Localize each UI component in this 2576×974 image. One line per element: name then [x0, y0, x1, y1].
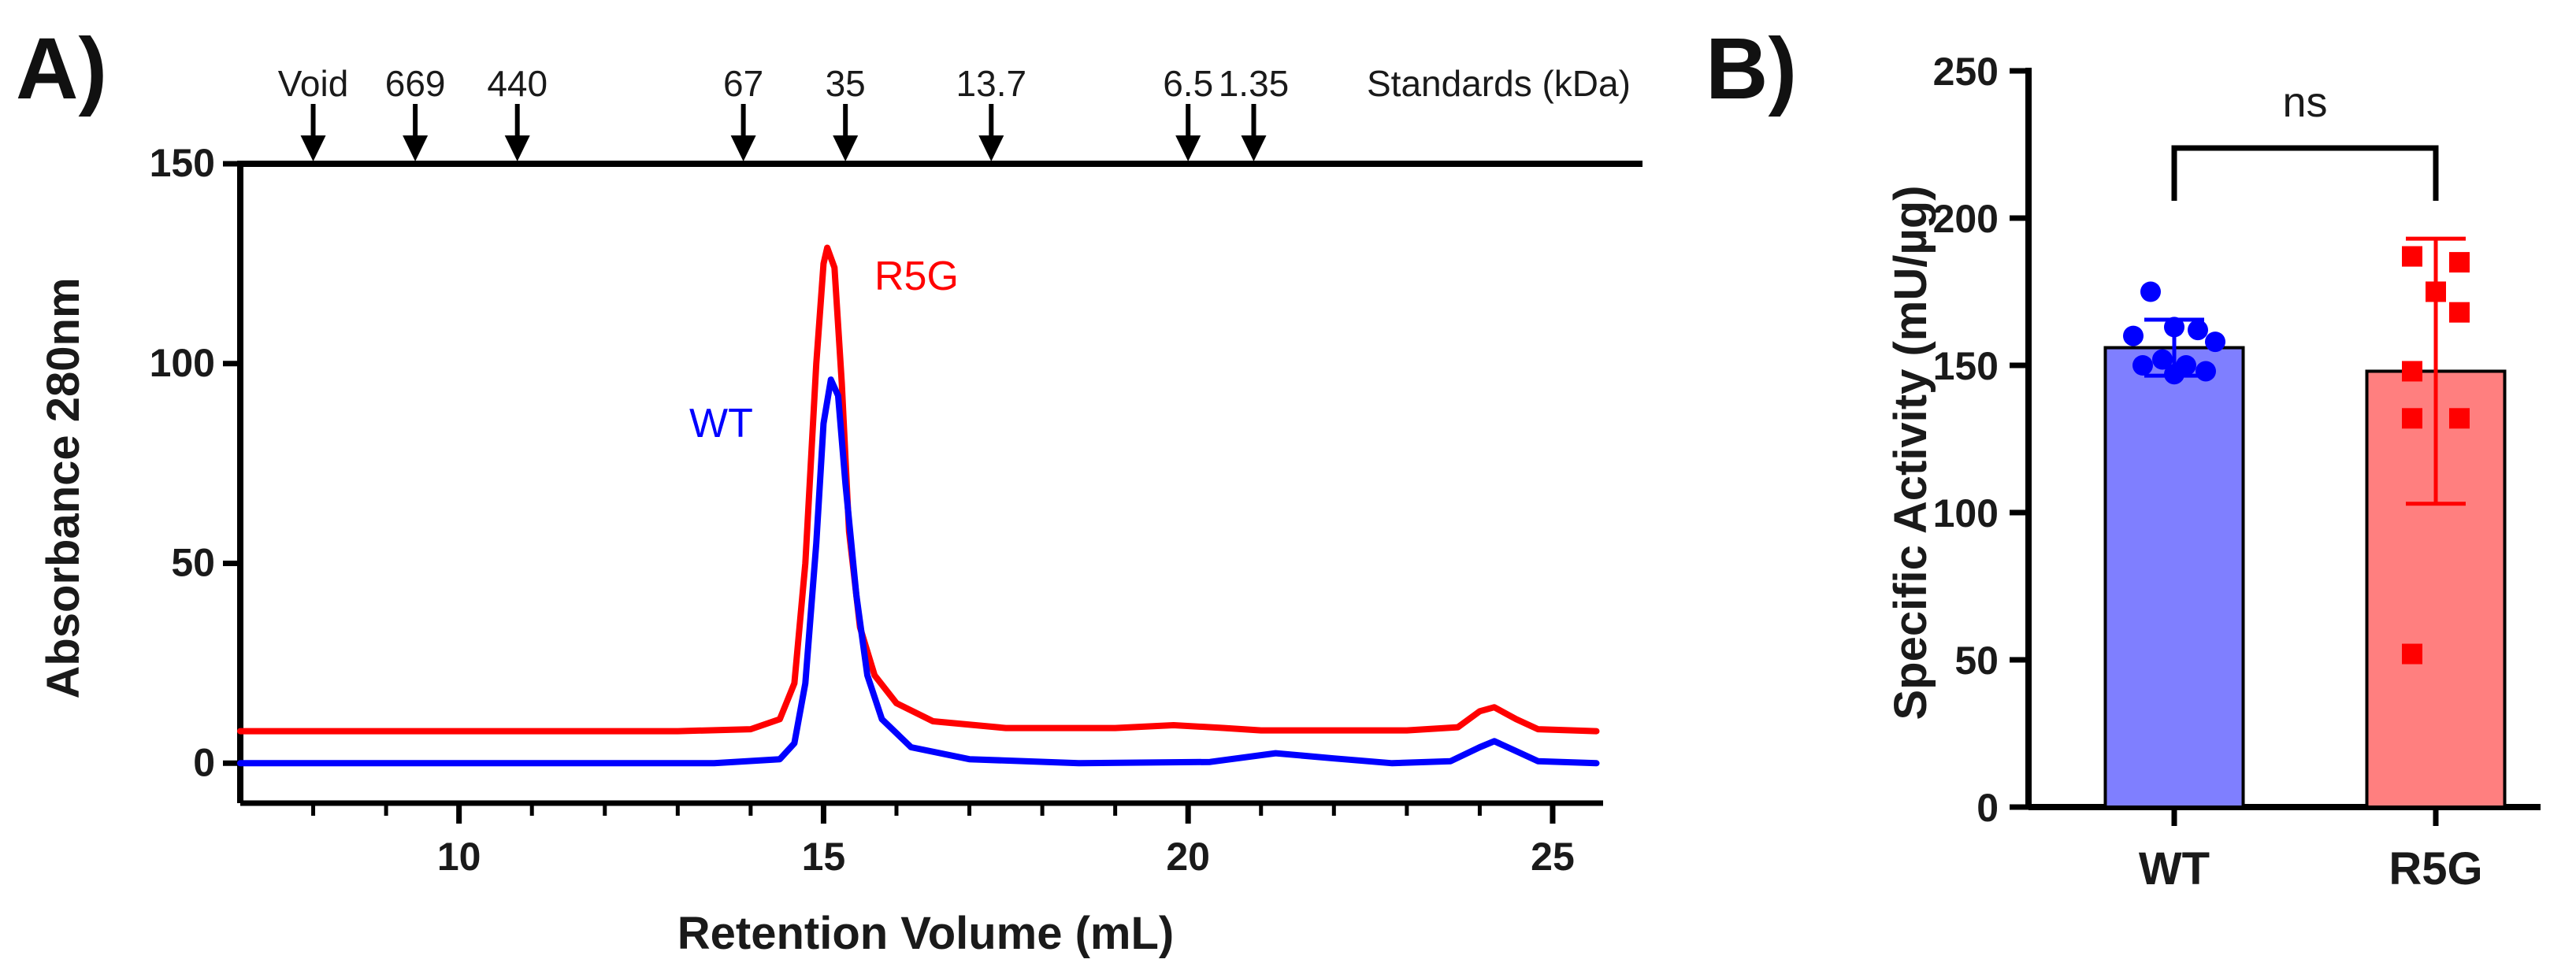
standard-arrow-head	[1175, 135, 1201, 161]
b-y-tick-label: 150	[1933, 344, 1999, 388]
standard-label: Void	[278, 63, 349, 104]
standards-axis-label: Standards (kDa)	[1367, 63, 1631, 104]
standard-label: 67	[723, 63, 763, 104]
point-r5g	[2426, 281, 2446, 302]
point-wt	[2132, 355, 2153, 376]
point-wt	[2140, 281, 2161, 302]
chromatogram-chart: 0 50 100 150 10 15 20 25 Void 669 440 67 35 13.7 6.5 1…	[38, 63, 1642, 959]
a-x-tick-label: 20	[1166, 835, 1210, 879]
bar-wt	[2103, 346, 2245, 809]
a-x-axis-title: Retention Volume (mL)	[677, 908, 1174, 959]
point-r5g	[2449, 408, 2470, 429]
standard-label: 13.7	[956, 63, 1027, 104]
series-line-wt	[237, 376, 1600, 767]
point-wt	[2188, 320, 2208, 341]
a-y-axis-title: Absorbance 280nm	[38, 277, 89, 698]
standard-label: 6.5	[1163, 63, 1213, 104]
point-wt	[2164, 317, 2184, 338]
b-x-tick-label: R5G	[2389, 843, 2482, 894]
a-y-tick-label: 100	[150, 341, 215, 385]
b-y-tick-label: 50	[1954, 639, 1999, 683]
a-x-tick-label: 25	[1531, 835, 1575, 879]
chromatogram-series	[237, 244, 1600, 767]
standard-label: 669	[385, 63, 446, 104]
standard-label: 35	[826, 63, 866, 104]
b-bars	[2103, 346, 2507, 809]
standard-arrow-head	[504, 135, 530, 161]
panel-b-label: B)	[1706, 20, 1797, 117]
point-r5g	[2402, 408, 2422, 429]
b-y-tick-label: 100	[1933, 491, 1999, 535]
standard-arrow-head	[1241, 135, 1267, 161]
significance-line	[2171, 145, 2439, 201]
point-wt	[2196, 361, 2216, 382]
b-y-axis-title: Specific Activity (mU/µg)	[1885, 185, 1936, 720]
series-label-r5g: R5G	[874, 254, 959, 299]
standard-arrow-head	[978, 135, 1004, 161]
a-y-tick-label: 150	[150, 141, 215, 185]
point-wt	[2205, 331, 2225, 353]
a-axes: 0 50 100 150 10 15 20 25	[150, 141, 1642, 879]
standard-arrow-head	[833, 135, 859, 161]
significance-bracket: ns	[2171, 79, 2439, 201]
b-axes: 0 50 100 150 200 250 WT R5G	[1933, 50, 2541, 894]
standard-label: 1.35	[1219, 63, 1290, 104]
point-r5g	[2402, 643, 2422, 665]
standard-arrow-head	[300, 135, 326, 161]
b-y-tick-label: 200	[1933, 197, 1999, 241]
b-y-tick-label: 0	[1977, 786, 1999, 830]
series-line-r5g	[237, 244, 1600, 735]
significance-label: ns	[2282, 79, 2327, 126]
standard-label: 440	[487, 63, 547, 104]
point-wt	[2164, 364, 2184, 385]
point-r5g	[2402, 361, 2422, 382]
a-x-tick-label: 10	[437, 835, 481, 879]
a-y-tick-label: 50	[171, 541, 215, 585]
standard-arrow-head	[730, 135, 756, 161]
point-wt	[2152, 349, 2173, 370]
point-wt	[2123, 325, 2144, 346]
standard-arrow-head	[403, 135, 429, 161]
point-r5g	[2402, 246, 2422, 267]
series-label-wt: WT	[689, 401, 753, 446]
point-r5g	[2449, 252, 2470, 273]
activity-bar-chart: 0 50 100 150 200 250 WT R5G ns Specific Activit…	[1885, 50, 2541, 894]
b-y-tick-label: 250	[1933, 50, 1999, 94]
b-points	[2123, 236, 2470, 665]
point-r5g	[2449, 302, 2470, 323]
panel-a-label: A)	[16, 20, 107, 117]
b-x-tick-label: WT	[2139, 843, 2210, 894]
a-x-tick-label: 15	[802, 835, 846, 879]
standards-markers: Void 669 440 67 35 13.7 6.5 1.35	[278, 63, 1289, 161]
a-y-tick-label: 0	[193, 740, 215, 784]
